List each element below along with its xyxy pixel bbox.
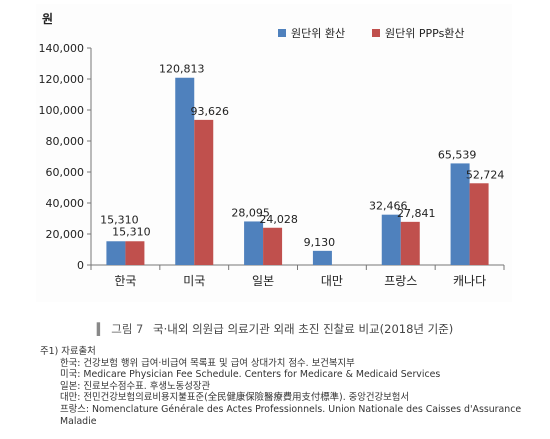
bar-1: [125, 241, 145, 265]
note-japan: 일본: 진료보수점수표. 후생노동성장관: [60, 380, 211, 392]
data-label: 24,028: [259, 213, 298, 226]
data-label: 52,724: [466, 168, 505, 181]
y-tick-label: 20,000: [46, 228, 85, 241]
note-usa: 미국: Medicare Physician Fee Schedule. Cen…: [60, 369, 441, 381]
bar-0: [312, 250, 332, 265]
data-label: 32,466: [369, 200, 408, 213]
bar-0: [106, 241, 126, 265]
y-tick-label: 60,000: [46, 166, 85, 179]
notes-header: 주1) 자료출처: [40, 346, 96, 357]
y-tick-label: 80,000: [46, 135, 85, 148]
legend-swatch: [278, 29, 286, 37]
note-taiwan: 대만: 전민건강보험의료비용지불표준(全民健康保險醫療費用支付標準). 중앙건강…: [60, 392, 410, 404]
y-tick-label: 40,000: [46, 197, 85, 210]
figure-number: 그림 7: [111, 322, 144, 336]
x-tick-label: 대만: [321, 274, 343, 288]
y-tick-label: 120,000: [39, 73, 85, 86]
source-notes: 주1) 자료출처 한국: 건강보험 행위 급여·비급여 목록표 및 급여 상대가…: [40, 346, 540, 427]
x-tick-label: 일본: [252, 274, 274, 288]
figure-caption: ▍ 그림 7 국·내외 의원급 의료기관 외래 초진 진찰료 비교(2018년 …: [0, 321, 550, 337]
data-label: 65,539: [438, 148, 477, 161]
y-tick-label: 140,000: [39, 42, 85, 55]
legend-label: 원단위 PPPs환산: [385, 27, 465, 40]
bar-1: [194, 119, 214, 265]
x-tick-label: 프랑스: [384, 274, 417, 288]
data-label: 28,095: [231, 206, 269, 219]
y-unit-label: 원: [42, 12, 53, 26]
y-tick-label: 0: [77, 259, 84, 272]
bar-1: [400, 221, 420, 265]
bar-1: [263, 227, 283, 265]
y-tick-label: 100,000: [39, 104, 85, 117]
note-korea: 한국: 건강보험 행위 급여·비급여 목록표 및 급여 상대가치 점수. 보건복…: [60, 357, 355, 369]
bar-chart: 원 0 20,000 40,000 60,000 80,000 100,000 120,000…: [39, 12, 505, 288]
data-label: 9,130: [304, 236, 336, 249]
data-label: 15,310: [112, 225, 151, 238]
x-tick-label: 미국: [183, 274, 205, 288]
x-tick-label: 캐나다: [453, 274, 486, 288]
data-label: 27,841: [397, 207, 436, 220]
bar-0: [381, 214, 401, 265]
bar-0: [450, 163, 470, 265]
bar-0: [175, 77, 195, 265]
legend-label: 원단위 환산: [291, 27, 345, 40]
chart-area: 원 0 20,000 40,000 60,000 80,000 100,000 120,000…: [36, 4, 512, 302]
data-label: 93,626: [191, 105, 230, 118]
data-label: 120,813: [159, 63, 205, 76]
caption-marker: ▍: [96, 322, 106, 336]
x-tick-label: 한국: [114, 274, 136, 288]
bar-1: [469, 183, 489, 265]
figure-title: 국·내외 의원급 의료기관 외래 초진 진찰료 비교(2018년 기준): [153, 322, 454, 336]
bar-0: [244, 221, 264, 265]
legend-swatch: [372, 29, 380, 37]
data-label: 15,310: [100, 213, 138, 226]
note-france: 프랑스: Nomenclature Générale des Actes Pro…: [60, 403, 522, 427]
